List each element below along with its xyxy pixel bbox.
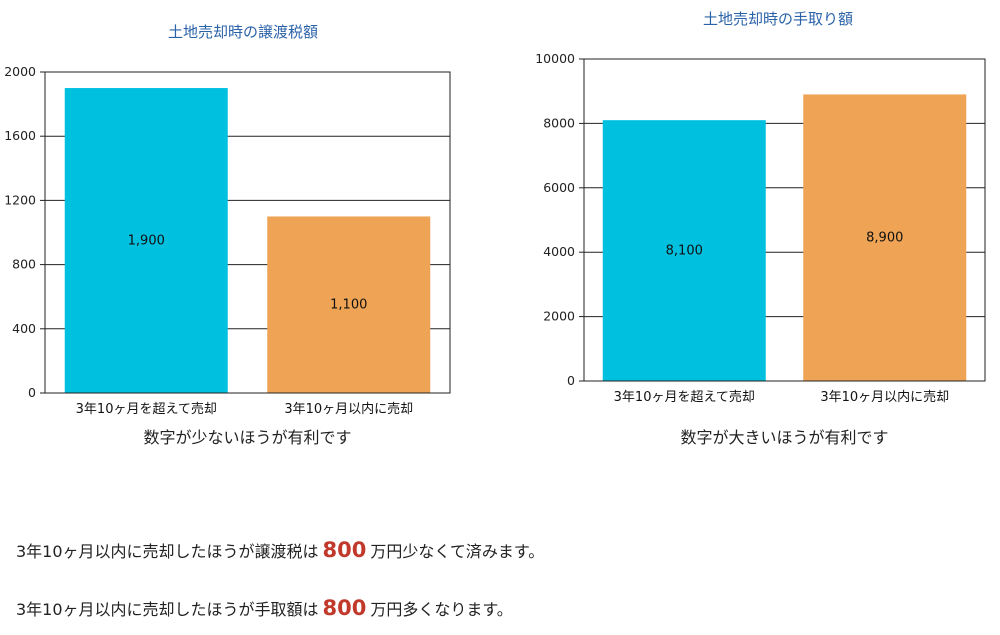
- summary-net-text-before: 3年10ヶ月以内に売却したほうが手取額は: [16, 600, 319, 619]
- chart-2-data-label: 8,900: [866, 231, 903, 246]
- chart-2-y-tick-label: 6000: [543, 180, 575, 195]
- chart-1-category-label: 3年10ヶ月以内に売却: [284, 401, 413, 417]
- chart-2-frame: [583, 58, 986, 382]
- summary-tax-text-after: 万円少なくて済みます。: [370, 542, 545, 561]
- summary-tax-sentence: 3年10ヶ月以内に売却したほうが譲渡税は 800 万円少なくて済みます。: [16, 538, 544, 562]
- chart-1-data-label: 1,900: [128, 234, 165, 249]
- chart-2-data-label: 8,100: [666, 244, 703, 259]
- chart-1-data-label: 1,100: [330, 298, 367, 313]
- chart-1-title: 土地売却時の譲渡税額: [168, 23, 318, 41]
- summary-tax-number: 800: [322, 538, 367, 562]
- chart-1-y-tick-label: 2000: [4, 64, 36, 79]
- chart-1-caption: 数字が少ないほうが有利です: [143, 428, 351, 447]
- chart-2-bar: [602, 120, 766, 382]
- chart-2-category-label: 3年10ヶ月以内に売却: [820, 389, 949, 405]
- chart-1-category-label: 3年10ヶ月を超えて売却: [76, 401, 217, 417]
- chart-1-y-tick-label: 1600: [4, 128, 36, 143]
- chart-1-frame: [44, 71, 451, 394]
- chart-2-y-tick-label: 4000: [543, 244, 575, 259]
- chart-2-y-tick-label: 10000: [535, 51, 575, 66]
- chart-1-bar: [64, 88, 228, 394]
- summary-tax-text-before: 3年10ヶ月以内に売却したほうが譲渡税は: [16, 542, 319, 561]
- summary-net-number: 800: [322, 596, 367, 620]
- chart-2-y-tick-label: 8000: [543, 115, 575, 130]
- chart-1-y-tick-label: 0: [28, 385, 36, 400]
- chart-2-y-tick-label: 0: [567, 373, 575, 388]
- summary-net-sentence: 3年10ヶ月以内に売却したほうが手取額は 800 万円多くなります。: [16, 596, 513, 620]
- chart-2-y-tick-label: 2000: [543, 309, 575, 324]
- chart-2-title: 土地売却時の手取り額: [703, 10, 853, 28]
- chart-1-y-tick-label: 1200: [4, 192, 36, 207]
- chart-2-caption: 数字が大きいほうが有利です: [680, 428, 888, 447]
- chart-2-bar: [803, 94, 967, 382]
- chart-1-y-tick-label: 400: [12, 321, 36, 336]
- chart-1-y-tick-label: 800: [12, 257, 36, 272]
- chart-2-category-label: 3年10ヶ月を超えて売却: [614, 389, 755, 405]
- summary-net-text-after: 万円多くなります。: [370, 600, 513, 619]
- chart-1-bar: [267, 216, 431, 393]
- charts-area: 土地売却時の譲渡税額 0 400 800 1200 1600 2000 1,900 3年10ヶ月…: [4, 10, 986, 447]
